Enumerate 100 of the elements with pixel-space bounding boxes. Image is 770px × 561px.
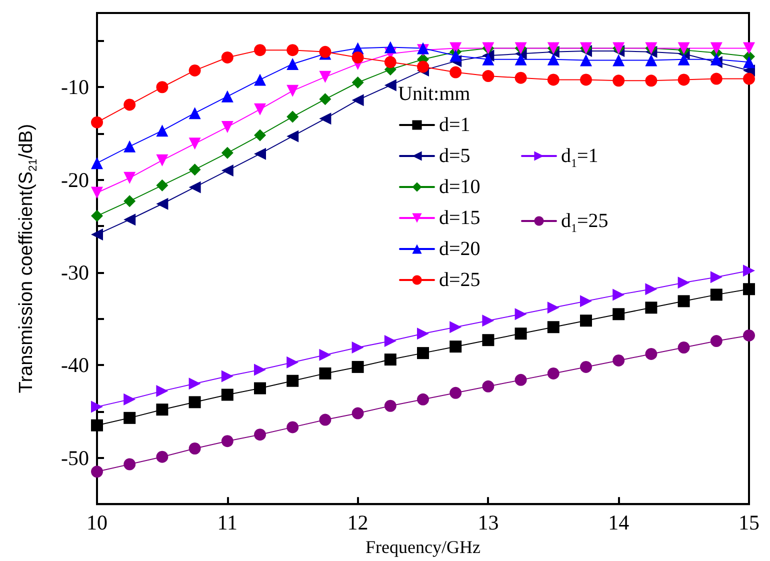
point (124, 140, 136, 152)
point (352, 342, 364, 354)
point (254, 364, 266, 376)
point (188, 138, 201, 150)
point (286, 356, 299, 368)
point (91, 210, 103, 222)
point (221, 120, 234, 133)
point (91, 228, 103, 240)
point (547, 367, 560, 380)
point (580, 295, 592, 308)
point (612, 54, 625, 66)
point (450, 50, 462, 62)
point (221, 435, 234, 448)
x-tick-label: 10 (86, 510, 108, 535)
point (156, 154, 168, 166)
point (678, 295, 690, 308)
y-tick-label: -40 (61, 353, 89, 378)
point (710, 72, 722, 85)
point (645, 74, 658, 87)
x-tick-label: 14 (608, 510, 630, 535)
point (384, 335, 396, 348)
point (91, 419, 103, 432)
point (188, 378, 201, 390)
point (710, 271, 722, 284)
x-tick-label: 12 (347, 510, 368, 535)
point (319, 70, 332, 83)
point (450, 66, 462, 78)
point (710, 53, 722, 66)
point (417, 393, 429, 406)
point (547, 74, 560, 86)
point (612, 288, 625, 301)
point (352, 407, 364, 420)
y-tick-label: -50 (61, 446, 89, 470)
point (612, 74, 625, 87)
point (319, 367, 332, 380)
point (124, 393, 136, 406)
point (254, 148, 266, 160)
point (514, 53, 527, 66)
point (319, 112, 332, 125)
y-tick-label: -30 (61, 260, 89, 284)
point (156, 81, 168, 94)
point (450, 340, 462, 353)
point (384, 400, 396, 412)
y-tick-label: -10 (61, 75, 89, 100)
legend-label: d=1 (439, 114, 470, 136)
point (580, 54, 592, 66)
point (678, 276, 690, 289)
point (156, 198, 168, 210)
x-axis-title: Frequency/GHz (366, 537, 480, 557)
point (188, 396, 201, 408)
point (124, 172, 136, 184)
point (188, 107, 201, 120)
point (612, 354, 625, 366)
legend-label: d=15 (439, 207, 480, 229)
point (286, 110, 299, 123)
legend-label: d=25 (439, 269, 480, 291)
point (319, 93, 332, 106)
point (547, 321, 560, 334)
point (221, 388, 234, 401)
point (254, 428, 266, 441)
legend-title: Unit:mm (398, 83, 471, 105)
point (514, 72, 527, 84)
point (91, 186, 103, 199)
point (254, 129, 266, 142)
point (743, 56, 755, 68)
point (645, 54, 658, 66)
point (482, 53, 494, 66)
point (156, 385, 168, 398)
point (547, 53, 560, 66)
point (580, 360, 592, 373)
y-tick-label: -20 (61, 168, 89, 192)
point (188, 164, 201, 176)
point (221, 146, 234, 159)
point (221, 51, 234, 64)
point (124, 195, 136, 208)
x-tick-label: 15 (738, 510, 760, 535)
point (514, 328, 527, 340)
point (286, 84, 299, 97)
legend-label: d=5 (439, 145, 470, 167)
point (254, 103, 266, 116)
point (514, 374, 527, 386)
point (319, 414, 332, 426)
point (743, 264, 755, 277)
point (417, 347, 429, 360)
point (482, 70, 494, 82)
point (91, 157, 103, 170)
point (743, 329, 755, 342)
point (286, 58, 299, 70)
point (91, 400, 103, 413)
point (384, 354, 396, 366)
point (254, 44, 266, 56)
point (710, 335, 722, 348)
point (678, 342, 690, 354)
point (645, 302, 658, 314)
point (319, 348, 332, 361)
legend-label: d=10 (439, 176, 480, 198)
point (678, 53, 690, 66)
x-tick-label: 11 (217, 510, 238, 535)
point (482, 334, 494, 346)
point (221, 90, 234, 102)
